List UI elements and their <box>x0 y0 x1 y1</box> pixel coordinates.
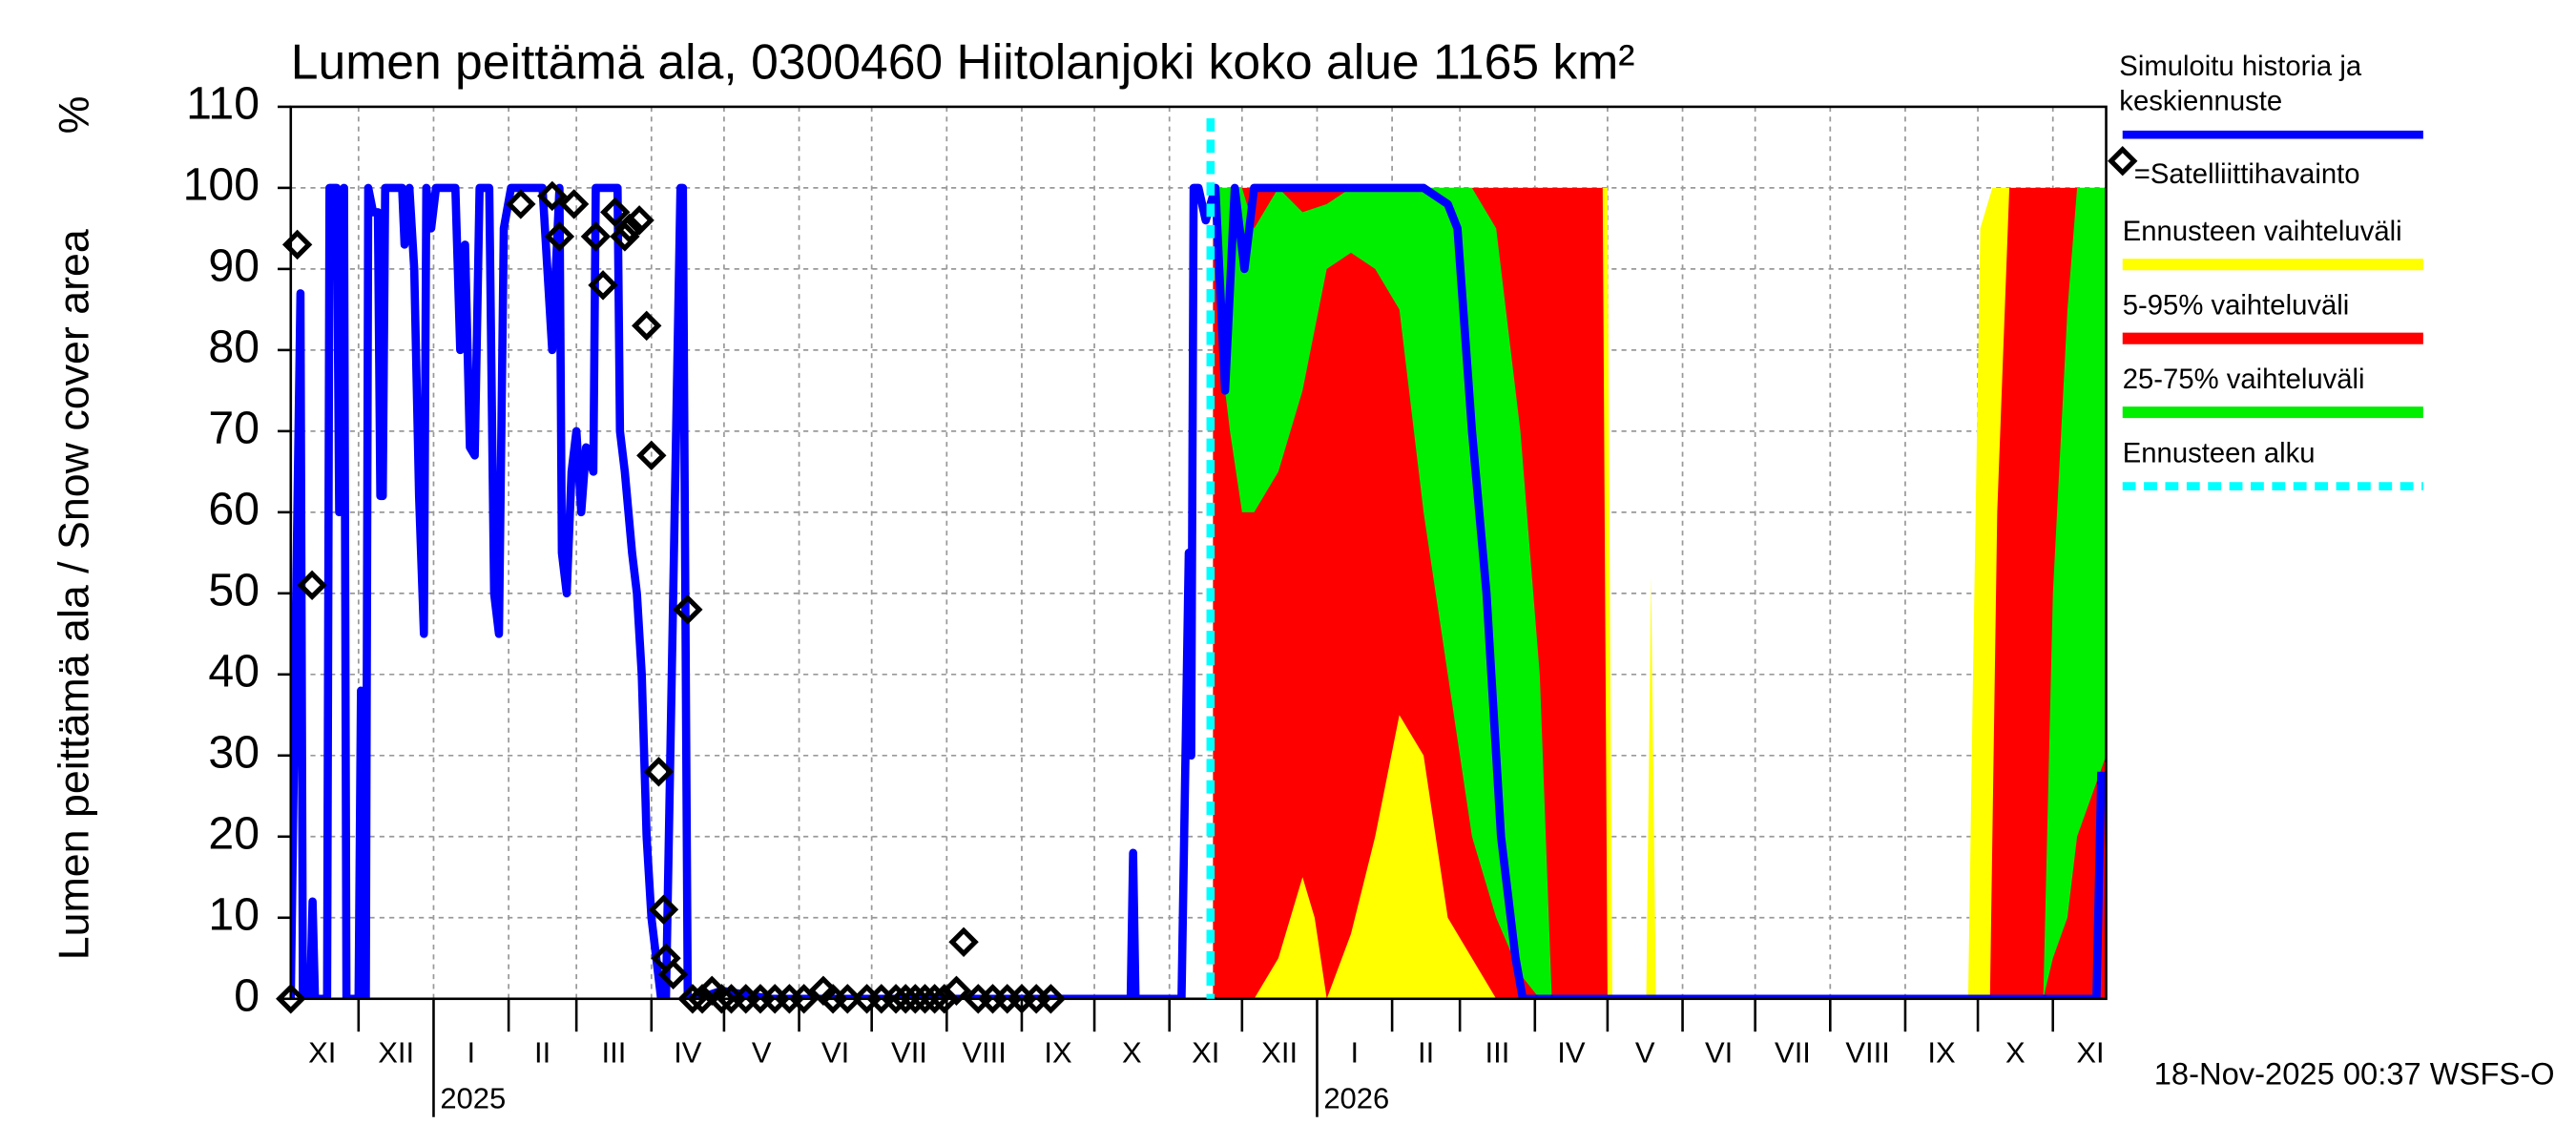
x-tick-label: VIII <box>1845 1035 1890 1069</box>
observation-marker <box>881 984 911 1014</box>
observation-marker <box>677 984 708 1014</box>
legend-label: Ennusteen vaihteluväli <box>2123 217 2402 247</box>
y-tick-label: 60 <box>208 484 260 535</box>
y-tick-label: 0 <box>234 970 260 1022</box>
y-tick-label: 70 <box>208 403 260 454</box>
series-line <box>290 183 2106 999</box>
legend-label: Ennusteen alku <box>2123 439 2316 469</box>
x-tick-label: IV <box>1557 1035 1586 1069</box>
observation-marker <box>832 984 862 1014</box>
x-tick-label: VI <box>1705 1035 1733 1069</box>
observation-marker <box>588 270 618 301</box>
y-axis-label: Lumen peittämä ala / Snow cover area <box>51 229 98 960</box>
legend-label: =Satelliittihavainto <box>2134 159 2360 190</box>
x-tick-label: II <box>1418 1035 1434 1069</box>
observation-marker <box>890 984 921 1014</box>
y-tick-label: 40 <box>208 646 260 697</box>
legend: Simuloitu historia ja keskiennuste =Satel… <box>2108 51 2423 490</box>
x-tick-label: X <box>2005 1035 2025 1069</box>
legend-label: 25-75% vaihteluväli <box>2123 364 2365 395</box>
y-tick-label: 90 <box>208 240 260 292</box>
x-tick-label: VIII <box>962 1035 1007 1069</box>
legend-text-box: Simuloitu historia ja keskiennuste <box>2119 51 2362 117</box>
x-tick-label: IX <box>1044 1035 1072 1069</box>
x-tick-label: XII <box>1261 1035 1298 1069</box>
x-tick-label: III <box>602 1035 627 1069</box>
legend-label: Simuloitu historia ja keskiennuste <box>2119 51 2362 117</box>
plot-frame <box>289 105 2108 1001</box>
x-tick-label: IV <box>674 1035 702 1069</box>
observation-marker <box>673 594 703 625</box>
observation-marker <box>657 959 689 989</box>
observation-marker <box>900 984 931 1014</box>
legend-label: 5-95% vaihteluväli <box>2123 291 2350 322</box>
x-tick-label: VI <box>821 1035 849 1069</box>
footer: 18-Nov-2025 00:37 WSFS-O <box>2154 1055 2555 1091</box>
observation-marker <box>643 757 675 787</box>
observation-marker <box>1035 984 1067 1014</box>
band-area <box>1213 187 2107 999</box>
x-tick-label: II <box>534 1035 551 1069</box>
observation-marker <box>636 440 667 471</box>
x-tick-label: I <box>1350 1035 1359 1069</box>
x-tick-label: XI <box>2076 1035 2104 1069</box>
x-tick-label: XII <box>378 1035 414 1069</box>
x-tick-label: XI <box>308 1035 336 1069</box>
year-label: 2026 <box>1323 1082 1389 1115</box>
x-tick-label: IX <box>1927 1035 1956 1069</box>
plot-area <box>290 183 2107 999</box>
x-tick-label: VII <box>891 1035 927 1069</box>
observation-marker <box>297 570 327 601</box>
chart-title: Lumen peittämä ala, 0300460 Hiitolanjoki… <box>291 34 1635 90</box>
y-tick-label: 50 <box>208 565 260 616</box>
observation-marker <box>610 221 640 252</box>
y-tick-label: 30 <box>208 727 260 779</box>
x-tick-label: I <box>467 1035 475 1069</box>
observation-marker <box>600 197 631 228</box>
x-tick-label: V <box>1635 1035 1655 1069</box>
observation-marker <box>706 984 737 1014</box>
x-tick-label: XI <box>1192 1035 1219 1069</box>
observation-marker <box>687 984 717 1014</box>
observation-marker <box>948 926 979 957</box>
observation-marker <box>544 221 575 252</box>
x-tick-label: V <box>752 1035 772 1069</box>
x-tick-label: X <box>1122 1035 1142 1069</box>
observation-marker <box>941 975 972 1006</box>
observation-marker <box>614 213 645 244</box>
observation-marker <box>788 984 820 1014</box>
observation-marker <box>580 221 612 252</box>
legend-marker <box>2108 146 2138 177</box>
observation-marker <box>909 984 941 1014</box>
observation-marker <box>276 984 306 1014</box>
x-tick-label: VII <box>1775 1035 1811 1069</box>
y-tick-label: 20 <box>208 808 260 860</box>
observation-marker <box>919 984 950 1014</box>
observation-marker <box>632 310 662 342</box>
y-tick-label: 100 <box>183 159 260 211</box>
observation-marker <box>281 229 313 260</box>
observation-marker <box>506 189 536 219</box>
y-tick-label: 110 <box>186 78 260 130</box>
observation-marker <box>537 180 568 212</box>
y-tick-label: 80 <box>208 322 260 373</box>
x-tick-label: III <box>1485 1035 1510 1069</box>
observation-marker <box>624 205 654 236</box>
observation-marker <box>558 189 590 219</box>
year-label: 2025 <box>440 1082 506 1115</box>
y-tick-label: 10 <box>208 889 260 941</box>
y-unit: % <box>51 96 98 135</box>
observation-marker <box>648 894 679 925</box>
